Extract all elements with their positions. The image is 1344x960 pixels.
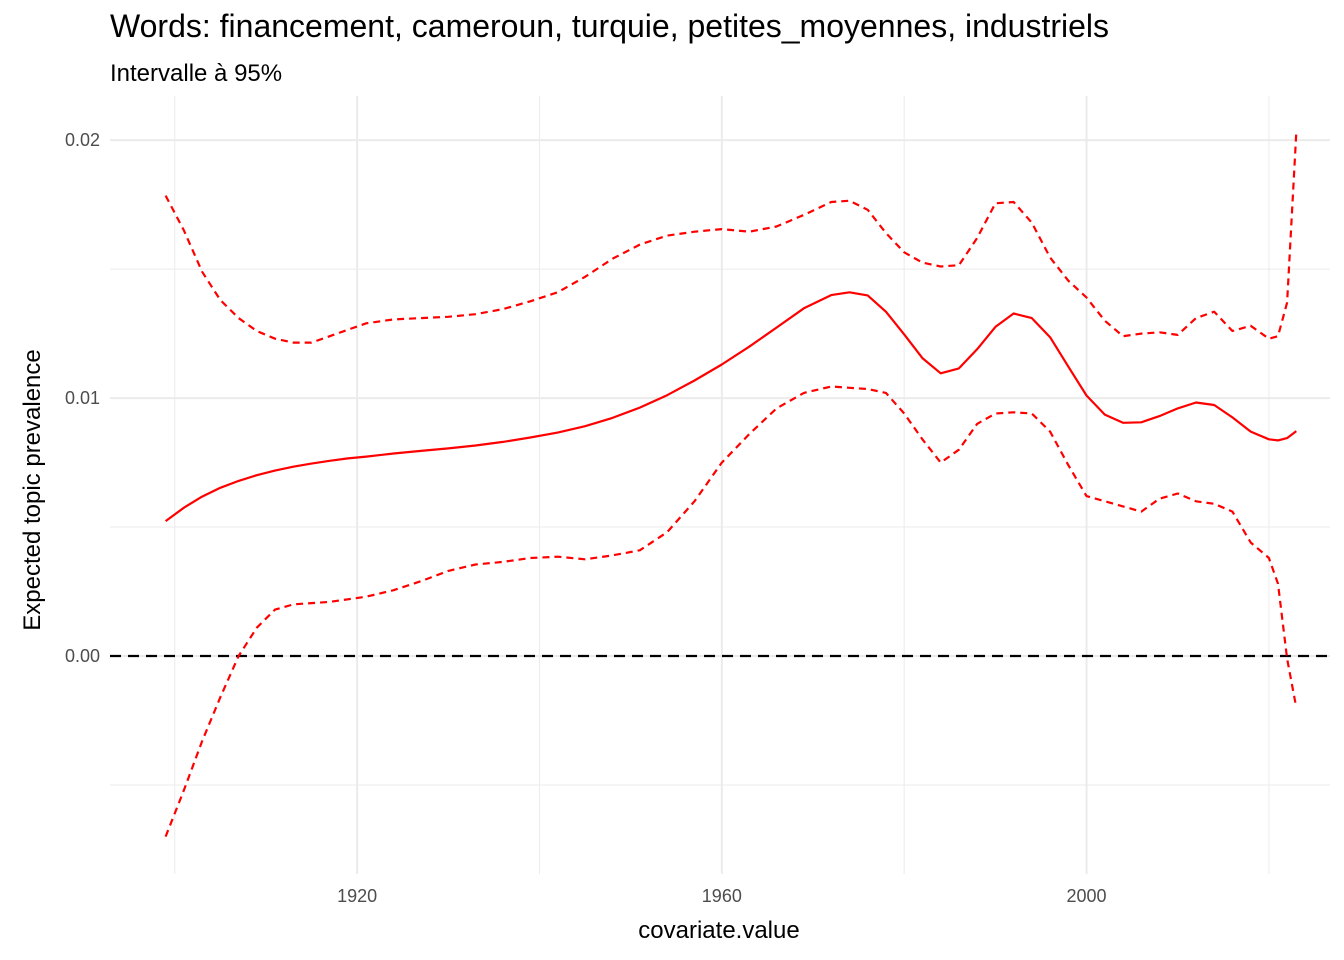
y-tick-label: 0.02 — [65, 130, 100, 150]
x-tick-labels: 1920 1960 2000 — [337, 886, 1106, 906]
major-gridlines — [110, 96, 1330, 874]
chart-subtitle: Intervalle à 95% — [110, 60, 283, 87]
y-tick-labels: 0.00 0.01 0.02 — [65, 130, 100, 666]
minor-gridlines — [110, 96, 1330, 874]
x-tick-label: 1920 — [337, 886, 377, 906]
x-axis-title: covariate.value — [638, 917, 799, 944]
chart-title: Words: financement, cameroun, turquie, p… — [110, 8, 1110, 44]
x-tick-label: 2000 — [1067, 886, 1107, 906]
y-axis-title: Expected topic prevalence — [19, 349, 46, 631]
upper-ci-line — [164, 132, 1298, 344]
y-tick-label: 0.00 — [65, 646, 100, 666]
series-lines — [164, 132, 1298, 838]
lower-ci-line — [164, 385, 1298, 838]
x-tick-label: 1960 — [702, 886, 742, 906]
expected-prevalence-line — [164, 291, 1297, 522]
y-tick-label: 0.01 — [65, 388, 100, 408]
